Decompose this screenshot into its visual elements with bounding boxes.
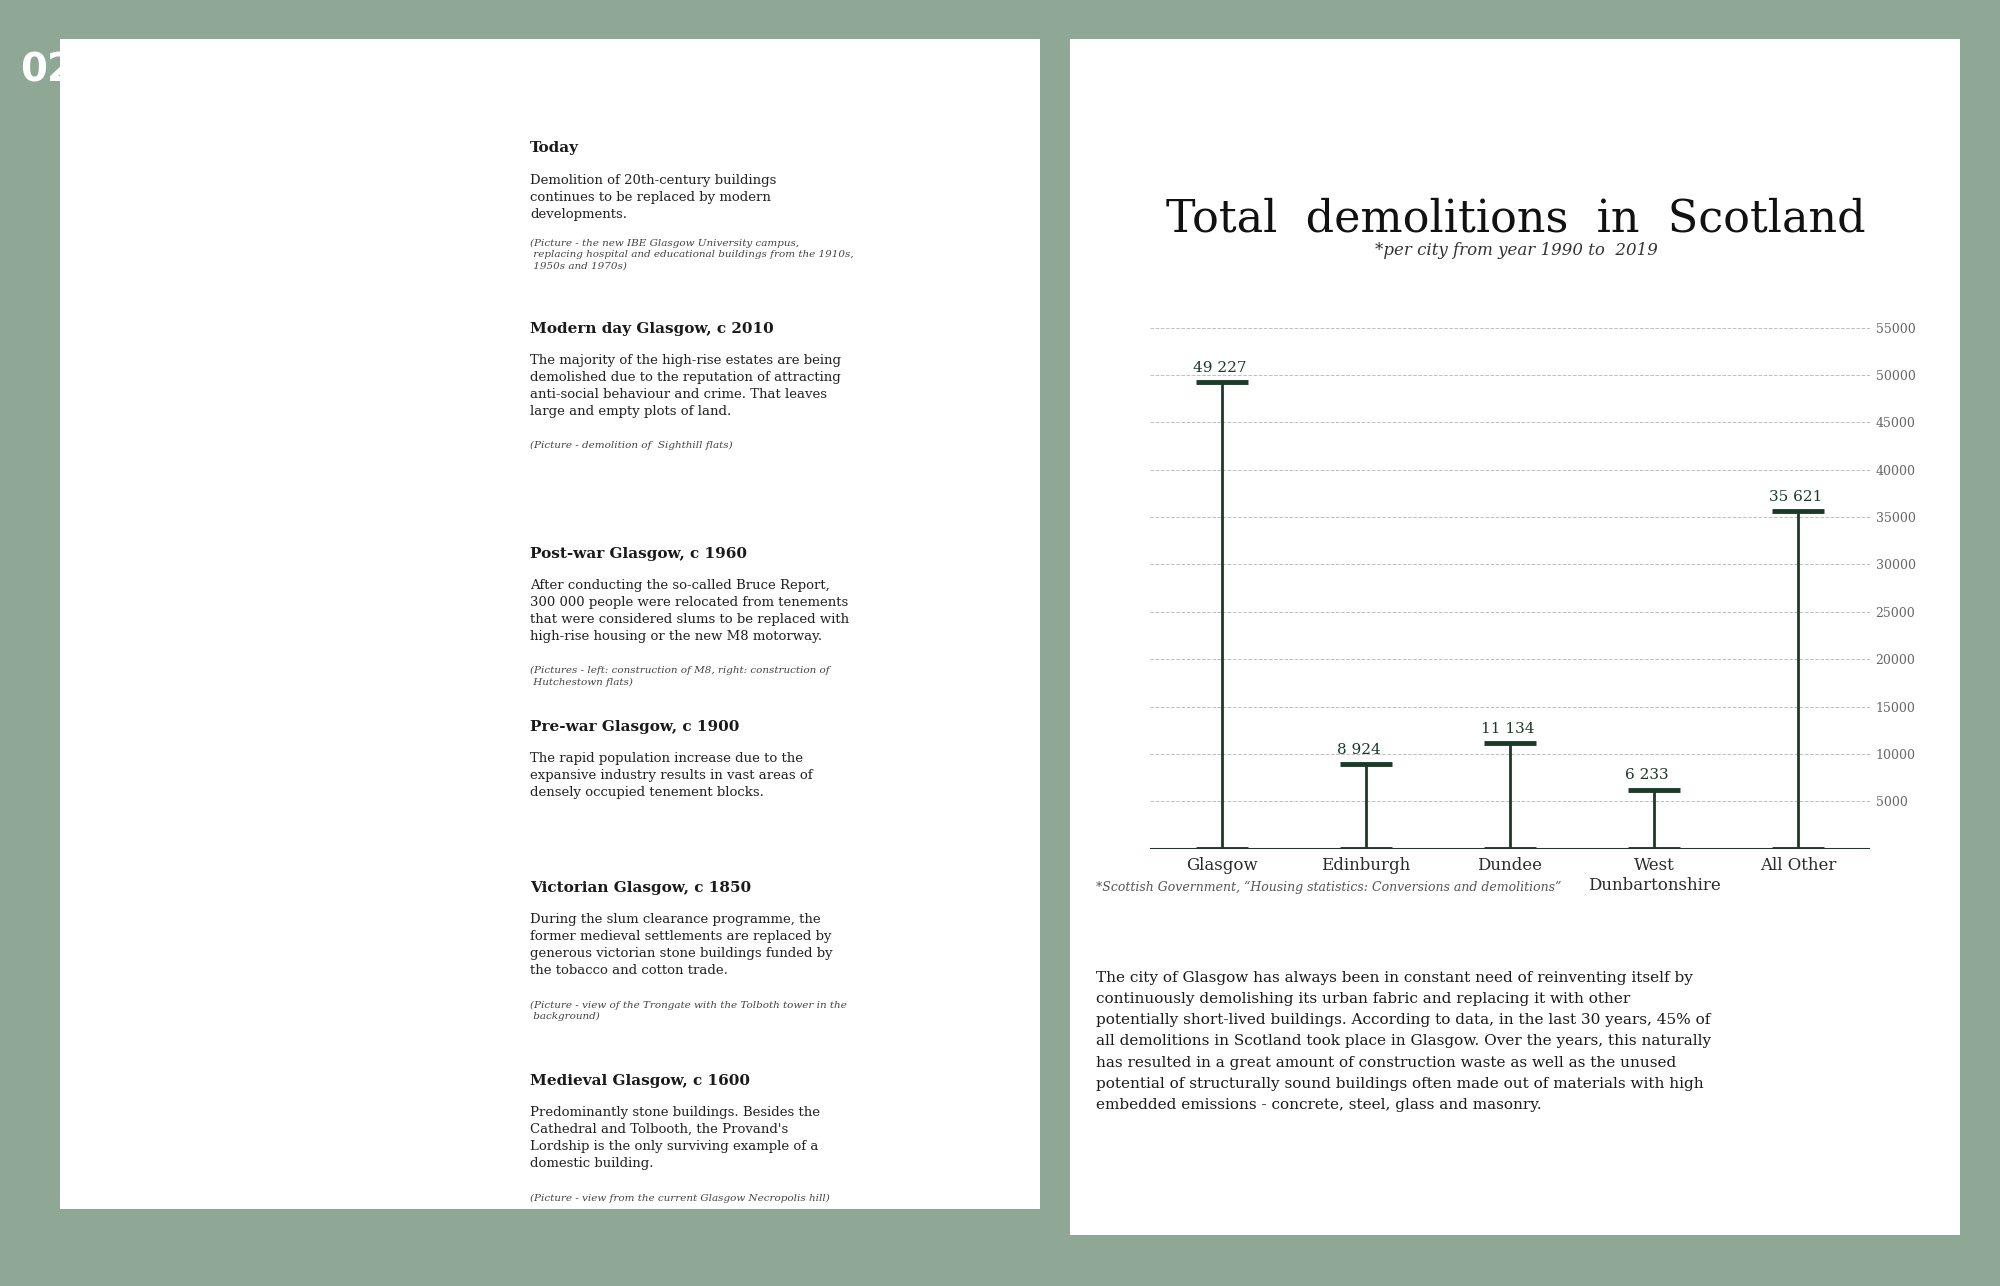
Text: (Picture - the new IBE Glasgow University campus,
 replacing hospital and educat: (Picture - the new IBE Glasgow Universit… [530,239,854,270]
Text: Today: Today [530,141,580,156]
Text: But, to demolish
is so much easier...: But, to demolish is so much easier... [90,39,360,94]
Text: The city of Glasgow has always been in constant need of reinventing itself by
co: The city of Glasgow has always been in c… [1096,971,1712,1112]
Text: Post-war Glasgow, c 1960: Post-war Glasgow, c 1960 [530,547,748,561]
Text: 35 621: 35 621 [1770,490,1822,504]
Text: (Picture - view from the current Glasgow Necropolis hill): (Picture - view from the current Glasgow… [530,1193,830,1202]
Text: 02: 02 [20,51,74,90]
Text: 49 227: 49 227 [1194,360,1246,374]
Text: The majority of the high-rise estates are being
demolished due to the reputation: The majority of the high-rise estates ar… [530,354,840,418]
Text: (Pictures - left: construction of M8, right: construction of
 Hutchestown flats): (Pictures - left: construction of M8, ri… [530,666,830,687]
Text: *per city from year 1990 to  2019: *per city from year 1990 to 2019 [1374,242,1658,260]
Text: *Scottish Government, “Housing statistics: Conversions and demolitions”: *Scottish Government, “Housing statistic… [1096,881,1562,894]
Text: Total  demolitions  in  Scotland: Total demolitions in Scotland [1166,197,1866,240]
Text: During the slum clearance programme, the
former medieval settlements are replace: During the slum clearance programme, the… [530,913,832,977]
Text: 6 233: 6 233 [1626,768,1668,782]
Text: The rapid population increase due to the
expansive industry results in vast area: The rapid population increase due to the… [530,752,812,800]
Text: (Picture - view of the Trongate with the Tolboth tower in the
 background): (Picture - view of the Trongate with the… [530,1001,846,1021]
Text: Demolition of 20th-century buildings
continues to be replaced by modern
developm: Demolition of 20th-century buildings con… [530,174,776,221]
Text: Pre-war Glasgow, c 1900: Pre-war Glasgow, c 1900 [530,720,740,734]
Text: Predominantly stone buildings. Besides the
Cathedral and Tolbooth, the Provand's: Predominantly stone buildings. Besides t… [530,1106,820,1170]
Text: (Picture - demolition of  Sighthill flats): (Picture - demolition of Sighthill flats… [530,441,732,450]
Text: Modern day Glasgow, c 2010: Modern day Glasgow, c 2010 [530,322,774,336]
Text: 11 134: 11 134 [1482,721,1534,736]
Text: Victorian Glasgow, c 1850: Victorian Glasgow, c 1850 [530,881,752,895]
Text: Medieval Glasgow, c 1600: Medieval Glasgow, c 1600 [530,1074,750,1088]
Text: After conducting the so-called Bruce Report,
300 000 people were relocated from : After conducting the so-called Bruce Rep… [530,579,850,643]
Text: 8 924: 8 924 [1338,742,1380,756]
